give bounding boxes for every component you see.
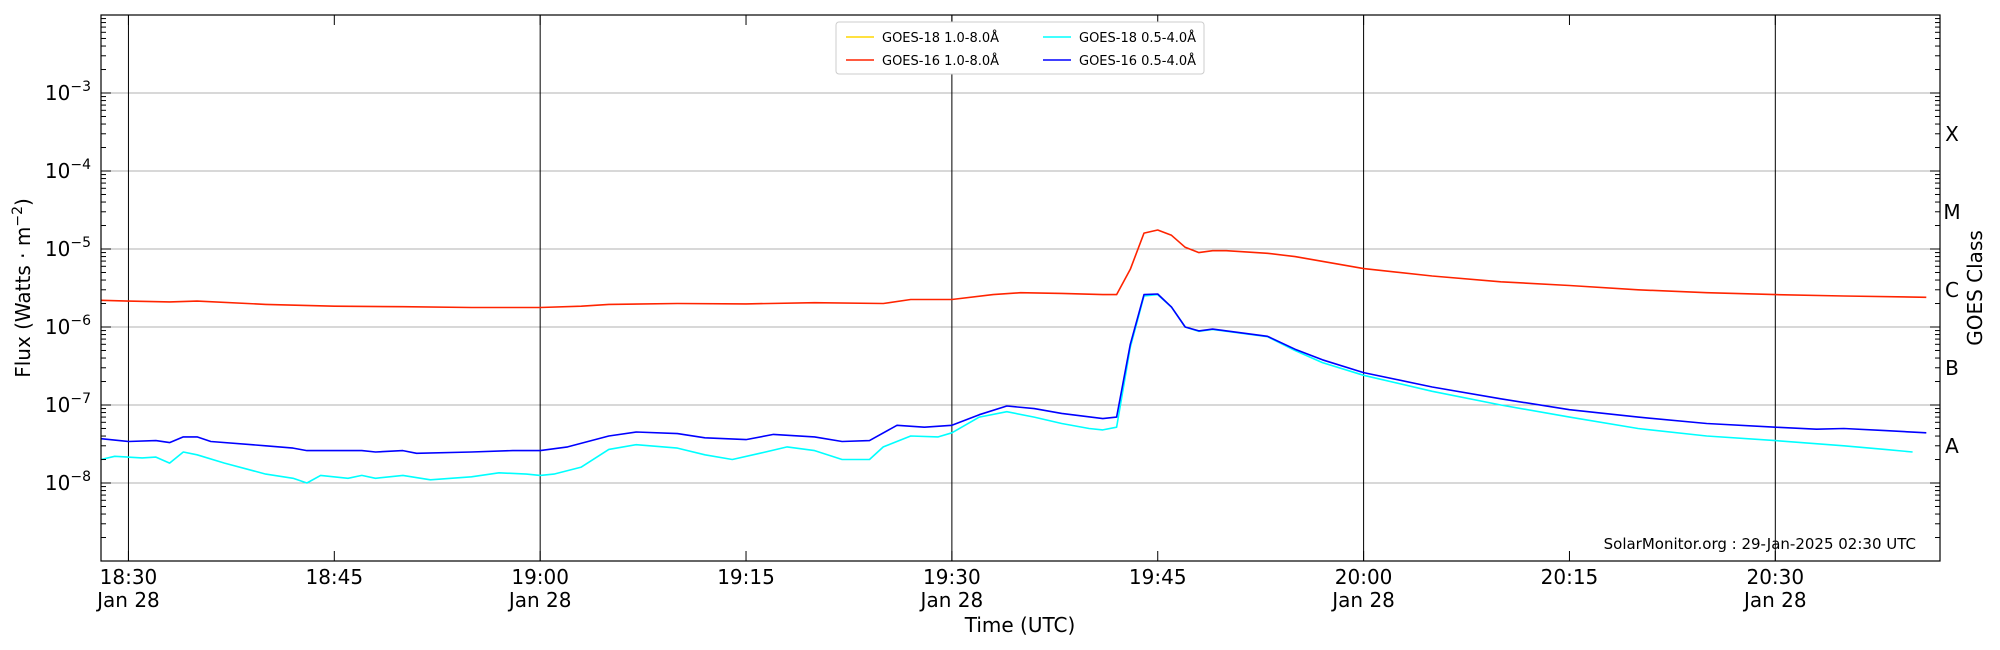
series-line xyxy=(100,229,1927,309)
x-tick-label: 18:45 xyxy=(305,565,363,589)
tick-layer xyxy=(101,15,1940,562)
y-axis-label-exponent: −2 xyxy=(10,206,26,227)
x-tick-date-label: Jan 28 xyxy=(1742,588,1807,612)
time-marker-lines xyxy=(127,15,1776,561)
x-tick-label: 20:15 xyxy=(1541,565,1599,589)
x-tick-date-label: Jan 28 xyxy=(919,588,984,612)
x-tick-date-label: Jan 28 xyxy=(95,588,160,612)
grid-layer xyxy=(101,92,1940,484)
x-tick-label: 19:00 xyxy=(511,565,569,589)
x-tick-label: 20:00 xyxy=(1335,565,1393,589)
x-tick-date-label: Jan 28 xyxy=(507,588,572,612)
legend-label: GOES-18 1.0-8.0Å xyxy=(882,30,999,46)
legend: GOES-18 1.0-8.0Å GOES-16 1.0-8.0Å GOES-18 … xyxy=(835,21,1205,75)
y-tick-label: 10−3 xyxy=(45,79,91,105)
y-tick-labels: 10−8 10−7 10−6 10−5 10−4 10−3 xyxy=(45,79,91,495)
goes-class-label: B xyxy=(1945,356,1959,380)
x-tick-label: 19:15 xyxy=(717,565,775,589)
series-layer xyxy=(100,229,1927,484)
y-tick-label: 10−5 xyxy=(45,235,91,261)
legend-label: GOES-16 0.5-4.0Å xyxy=(1079,53,1196,69)
goes-class-label: A xyxy=(1945,434,1959,458)
y-axis-label-close: ) xyxy=(11,198,35,206)
y-tick-label: 10−4 xyxy=(45,157,91,183)
goes-class-axis-label: GOES Class xyxy=(1963,230,1987,346)
legend-items: GOES-18 1.0-8.0Å GOES-16 1.0-8.0Å GOES-18 … xyxy=(846,30,1196,69)
series-line xyxy=(100,293,1913,484)
goes-class-label: C xyxy=(1945,278,1959,302)
x-tick-label: 19:30 xyxy=(923,565,981,589)
y-tick-label: 10−6 xyxy=(45,313,91,339)
y-axis-label: Flux (Watts · m−2) xyxy=(10,198,35,378)
y-tick-label: 10−8 xyxy=(45,469,91,495)
y-axis-label-main: Flux (Watts · m xyxy=(11,227,35,378)
series-line xyxy=(100,293,1927,455)
goes-class-label: X xyxy=(1945,122,1959,146)
legend-label: GOES-18 0.5-4.0Å xyxy=(1079,30,1196,46)
x-axis-label: Time (UTC) xyxy=(964,613,1076,637)
goes-class-label: M xyxy=(1943,200,1960,224)
credit-text: SolarMonitor.org : 29-Jan-2025 02:30 UTC xyxy=(1604,535,1916,553)
goes-class-labels: A B C M X xyxy=(1943,122,1960,458)
plot-frame xyxy=(100,14,1941,562)
x-tick-date-label: Jan 28 xyxy=(1330,588,1395,612)
legend-label: GOES-16 1.0-8.0Å xyxy=(882,53,999,69)
x-tick-label: 19:45 xyxy=(1129,565,1187,589)
legend-box xyxy=(835,21,1205,75)
y-tick-label: 10−7 xyxy=(45,391,91,417)
x-tick-label: 18:30 xyxy=(100,565,158,589)
x-tick-label: 20:30 xyxy=(1746,565,1804,589)
